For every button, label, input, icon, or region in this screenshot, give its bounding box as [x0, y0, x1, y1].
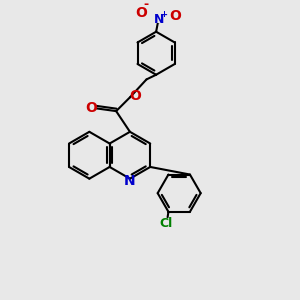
Text: O: O — [85, 101, 97, 116]
Text: O: O — [169, 9, 181, 23]
Text: Cl: Cl — [159, 217, 172, 230]
Text: O: O — [135, 6, 147, 20]
Text: N: N — [154, 13, 164, 26]
Text: +: + — [160, 10, 168, 19]
Text: O: O — [129, 89, 141, 103]
Text: N: N — [124, 174, 136, 188]
Text: -: - — [143, 0, 148, 11]
